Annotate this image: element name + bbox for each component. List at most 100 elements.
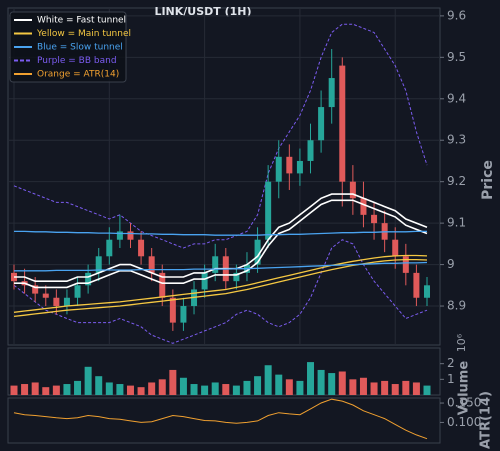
volume-bar <box>74 380 82 395</box>
volume-bar <box>137 387 145 395</box>
legend-label: Purple = BB band <box>37 56 117 66</box>
legend <box>9 11 127 83</box>
volume-bar <box>328 373 336 395</box>
candle-body <box>95 256 102 273</box>
chart-title: LINK/USDT (1H) <box>154 5 251 18</box>
candle-body <box>169 297 176 323</box>
candle-body <box>392 239 399 257</box>
legend-items: White = Fast tunnel Yellow = Main tunnel B… <box>14 16 131 80</box>
candle-body <box>85 272 92 286</box>
y-tick-label: 9.4 <box>447 91 466 105</box>
volume-bar <box>190 384 198 395</box>
candle-body <box>424 285 430 298</box>
volume-bar <box>201 385 209 395</box>
volume-bar <box>52 385 60 395</box>
candle-body <box>42 293 49 298</box>
y-axis-title: Price <box>480 160 496 200</box>
volume-bar <box>381 380 389 395</box>
y-tick-label: 9.5 <box>447 50 466 64</box>
candle-body <box>63 297 70 307</box>
candle-body <box>212 256 219 273</box>
volume-bar <box>254 376 262 395</box>
volume-tick-label: 2 <box>447 356 455 370</box>
candle-body <box>318 107 325 141</box>
candle-body <box>286 156 293 174</box>
volume-bar <box>42 387 50 395</box>
legend-label: Orange = ATR(14) <box>37 70 119 80</box>
legend-label: Yellow = Main tunnel <box>36 29 131 39</box>
volume-bar <box>63 384 71 395</box>
candle-body <box>349 181 356 199</box>
candle-body <box>201 272 208 290</box>
candle-body <box>402 256 409 273</box>
y-tick-label: 9.3 <box>447 133 466 147</box>
y-tick-label: 8.9 <box>447 299 466 313</box>
volume-bar <box>158 379 166 395</box>
volume-bar <box>126 385 134 395</box>
candle-body <box>127 231 134 240</box>
candle-body <box>74 285 81 298</box>
atr-axis-title: ATR(14) <box>479 391 494 449</box>
volume-bar <box>370 382 378 395</box>
candle-body <box>413 272 420 298</box>
candle-body <box>307 140 314 161</box>
legend-label: White = Fast tunnel <box>37 16 126 26</box>
atr-line <box>13 398 428 440</box>
volume-bar <box>307 362 315 395</box>
volume-bar <box>148 382 156 395</box>
y-tick-label: 9.6 <box>447 8 466 22</box>
volume-offset: 10⁶ <box>455 333 468 352</box>
volume-bar <box>349 379 357 395</box>
volume-bar <box>275 374 283 395</box>
tunnel-lower <box>14 261 428 272</box>
y-tick-label: 9.2 <box>447 174 466 188</box>
volume-bar <box>264 365 272 395</box>
volume-bar <box>21 384 29 395</box>
volume-bar <box>285 379 293 395</box>
y-tick-label: 9 <box>447 257 455 271</box>
volume-bar <box>423 385 431 395</box>
atr-tick-label: 0.150 <box>447 396 481 410</box>
volume-bar <box>412 382 420 395</box>
volume-bar <box>169 369 177 395</box>
candle-body <box>339 65 346 182</box>
volume-bar <box>359 377 367 395</box>
candle-body <box>148 256 155 273</box>
candle-body <box>32 285 39 294</box>
candle-body <box>53 297 60 307</box>
candle-body <box>371 214 378 224</box>
candle-body <box>360 198 367 215</box>
legend-label: Blue = Slow tunnel <box>37 43 123 53</box>
volume-bar <box>95 376 103 395</box>
volume-bar <box>296 380 304 395</box>
volume-bar <box>10 385 18 395</box>
tunnel-upper <box>13 254 428 313</box>
volume-axis-title: Volume <box>457 361 472 416</box>
candle-body <box>265 181 272 240</box>
volume-bar <box>222 384 230 395</box>
tunnel-lower <box>14 199 428 289</box>
volume-bar <box>338 371 346 395</box>
plot-area: 8.9 9 9.1 9.2 9.3 9.4 9.5 9.6 1 2 0.100 0.150 <box>8 8 481 440</box>
volume-bar <box>391 384 399 395</box>
volume-bar <box>116 384 124 395</box>
candle-body <box>254 239 261 265</box>
candle-body <box>233 272 240 282</box>
volume-bar <box>179 377 187 395</box>
volume-bar <box>84 366 92 395</box>
volume-bar <box>105 382 113 395</box>
price-panel <box>7 7 441 346</box>
bb-lower <box>13 239 428 344</box>
y-tick-label: 9.1 <box>447 216 466 230</box>
candle-body <box>296 160 303 174</box>
atr-tick-label: 0.100 <box>447 415 481 429</box>
candle-body <box>116 231 123 240</box>
volume-tick-label: 1 <box>447 372 455 386</box>
volume-bar <box>317 369 325 395</box>
atr-panel <box>7 397 441 444</box>
volume-bar <box>31 382 39 395</box>
candle-body <box>106 239 113 257</box>
volume-bar <box>402 380 410 395</box>
volume-bar <box>243 380 251 395</box>
